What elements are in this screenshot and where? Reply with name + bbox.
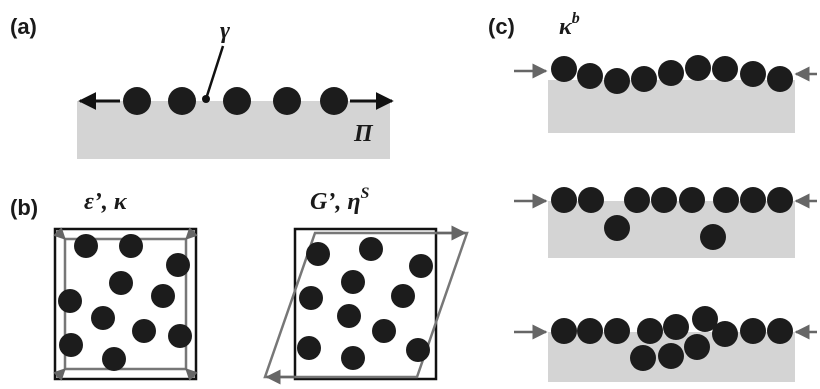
particle <box>712 56 738 82</box>
particle <box>637 318 663 344</box>
particle <box>630 345 656 371</box>
particle <box>712 321 738 347</box>
particle <box>651 187 677 213</box>
dilatational-modulus-title: κb <box>559 10 580 40</box>
particle <box>406 338 430 362</box>
particle <box>91 306 115 330</box>
particle <box>740 318 766 344</box>
particle <box>359 237 383 261</box>
monolayer-particle-expulsion <box>514 187 817 258</box>
particle <box>132 319 156 343</box>
particle <box>551 318 577 344</box>
compression-arrow <box>53 227 66 240</box>
particle <box>767 318 793 344</box>
particle <box>337 304 361 328</box>
particle <box>306 242 330 266</box>
monolayer-compressed-flat <box>514 55 817 133</box>
particle <box>700 224 726 250</box>
panel-a: (a) γ Π <box>10 14 394 159</box>
particle <box>658 343 684 369</box>
compression-box <box>53 227 198 381</box>
particle <box>578 187 604 213</box>
particle <box>320 87 348 115</box>
particle <box>685 55 711 81</box>
particle <box>299 286 323 310</box>
gamma-pointer-line <box>204 45 225 100</box>
bulk-compression-title: ε’, κ <box>84 189 128 215</box>
particle <box>577 318 603 344</box>
particle <box>663 314 689 340</box>
sheared-frame <box>263 231 469 379</box>
particle <box>692 306 718 332</box>
compression-arrow <box>185 368 198 381</box>
shear-title: G’, ηS <box>310 185 370 215</box>
particle <box>551 187 577 213</box>
particle <box>684 334 710 360</box>
particle <box>119 234 143 258</box>
gamma-symbol: γ <box>220 18 230 44</box>
particle <box>372 319 396 343</box>
pi-symbol: Π <box>353 121 374 147</box>
particle <box>767 187 793 213</box>
particle <box>223 87 251 115</box>
particle <box>604 215 630 241</box>
particle <box>59 333 83 357</box>
particle <box>679 187 705 213</box>
particle <box>74 234 98 258</box>
particle <box>631 66 657 92</box>
particle <box>109 271 133 295</box>
particle <box>740 187 766 213</box>
particle <box>102 347 126 371</box>
monolayer-buckled <box>514 306 817 382</box>
particle <box>297 336 321 360</box>
panel-b: (b) ε’, κ G’, ηS <box>10 185 469 385</box>
panel-c: (c) κb <box>488 10 817 382</box>
particle <box>151 284 175 308</box>
gamma-pointer-dot <box>202 95 210 103</box>
particle <box>713 187 739 213</box>
original-frame <box>293 227 438 381</box>
particle <box>341 346 365 370</box>
particle <box>624 187 650 213</box>
particle <box>767 66 793 92</box>
particle <box>658 60 684 86</box>
particle <box>740 61 766 87</box>
compression-arrow <box>53 368 66 381</box>
particle <box>604 68 630 94</box>
panel-a-label: (a) <box>10 14 37 39</box>
particle <box>341 270 365 294</box>
particle <box>409 254 433 278</box>
compression-arrow <box>185 227 198 240</box>
original-frame <box>53 227 198 381</box>
particle <box>604 318 630 344</box>
particle <box>168 87 196 115</box>
particle <box>273 87 301 115</box>
particle <box>577 63 603 89</box>
panel-c-label: (c) <box>488 14 515 39</box>
panel-b-label: (b) <box>10 195 38 220</box>
particle <box>123 87 151 115</box>
particle <box>551 56 577 82</box>
particle <box>391 284 415 308</box>
particle <box>166 253 190 277</box>
shear-box <box>263 225 469 385</box>
particle <box>58 289 82 313</box>
particle <box>168 324 192 348</box>
